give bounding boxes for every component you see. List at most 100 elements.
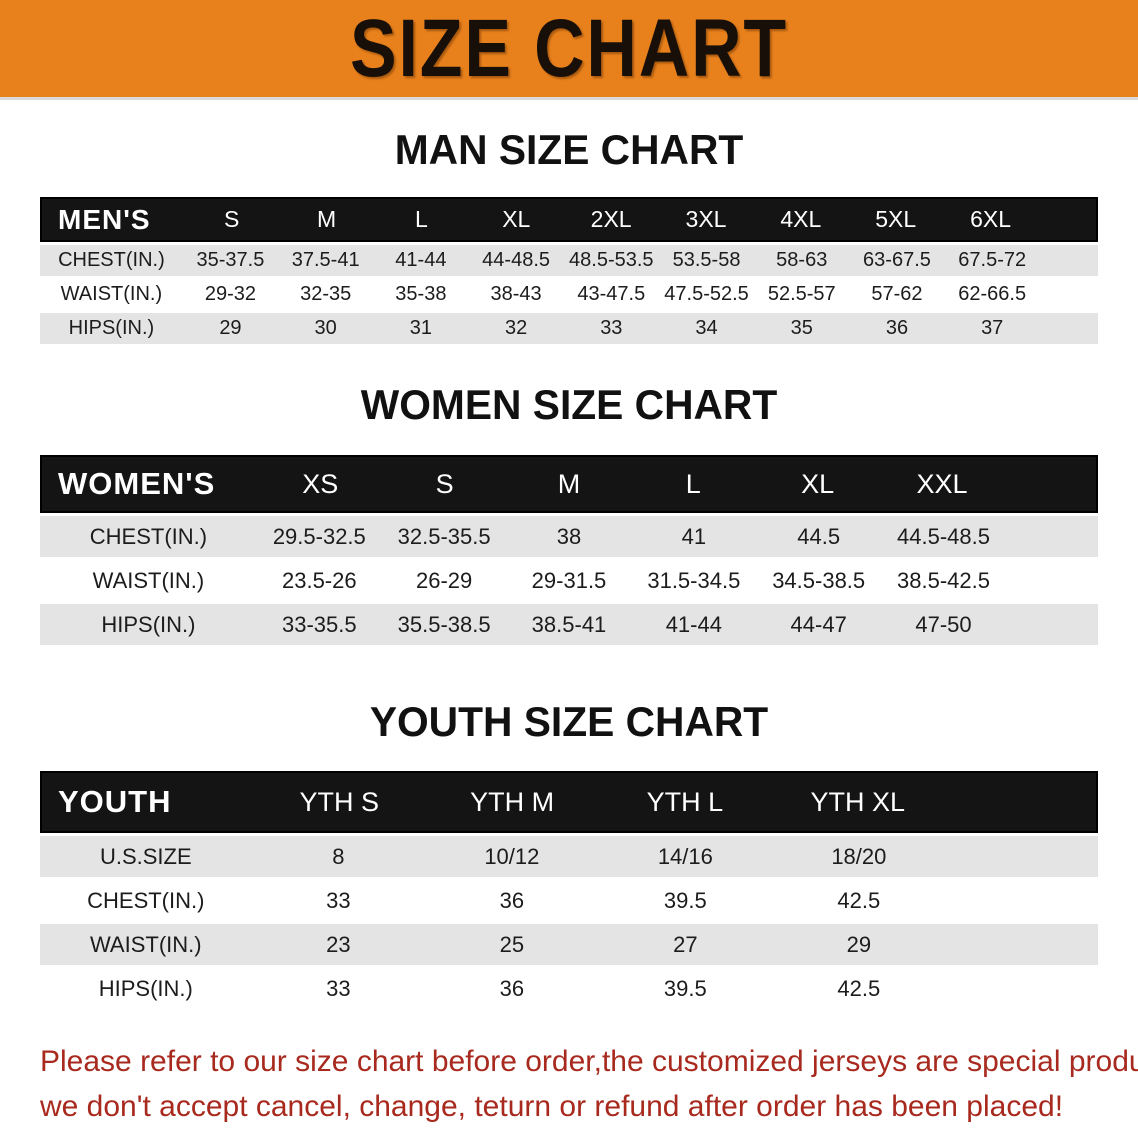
table-cell: 57-62	[871, 283, 923, 305]
table-cell: 33	[326, 975, 351, 1001]
row-label: U.S.SIZE	[99, 843, 192, 869]
table-cell: 37.5-41	[291, 249, 360, 271]
men-size-col-header: XL	[502, 206, 531, 232]
youth-size-col-header: YTH XL	[810, 786, 906, 817]
table-cell: 31.5-34.5	[647, 567, 741, 593]
men-size-col-header: 2XL	[590, 206, 632, 232]
women-size-col-header: XXL	[916, 468, 968, 499]
table-cell: 33	[600, 317, 623, 339]
table-cell: 63-67.5	[863, 249, 931, 271]
table-cell: 37	[981, 317, 1004, 339]
table-cell: 29-32	[204, 283, 257, 305]
men-size-col-header: 3XL	[685, 206, 727, 232]
row-label: CHEST(IN.)	[89, 523, 208, 549]
table-cell: 26-29	[416, 567, 473, 593]
table-cell: 35.5-38.5	[397, 611, 491, 637]
women-hips-row: HIPS(IN.) 33-35.5 35.5-38.5 38.5-41 41-4…	[40, 604, 1098, 645]
table-cell: 39.5	[663, 887, 707, 913]
table-cell: 42.5	[837, 887, 881, 913]
row-label: HIPS(IN.)	[98, 975, 193, 1001]
women-size-col-header: L	[685, 468, 701, 499]
table-cell: 36	[499, 975, 525, 1001]
table-cell: 30	[314, 317, 337, 339]
table-cell: 38	[556, 523, 582, 549]
table-cell: 44.5	[797, 523, 841, 549]
table-cell: 48.5-53.5	[569, 249, 654, 271]
table-cell: 29.5-32.5	[272, 523, 366, 549]
men-hips-row: HIPS(IN.) 29 30 31 32 33 34 35 36 37	[40, 313, 1098, 344]
table-cell: 41-44	[665, 611, 722, 637]
table-cell: 42.5	[837, 975, 881, 1001]
table-cell: 33	[326, 887, 351, 913]
table-cell: 35-37.5	[196, 249, 265, 271]
table-cell: 58-63	[776, 249, 828, 271]
table-cell: 36	[499, 887, 525, 913]
table-cell: 31	[409, 317, 432, 339]
table-cell: 47-50	[915, 611, 972, 637]
table-cell: 41	[681, 523, 707, 549]
table-cell: 27	[673, 931, 698, 957]
table-cell: 44-48.5	[482, 249, 551, 271]
women-size-table: WOMEN'S XS S M L XL XXL CHEST(IN.) 29.5-…	[40, 455, 1098, 645]
table-cell: 53.5-58	[672, 249, 741, 271]
youth-section-heading: YOUTH SIZE CHART	[369, 698, 769, 745]
women-size-col-header: XL	[801, 468, 835, 499]
table-cell: 32	[504, 317, 528, 339]
table-cell: 38.5-41	[531, 611, 607, 637]
table-cell: 33-35.5	[281, 611, 357, 637]
table-cell: 52.5-57	[767, 283, 836, 305]
table-cell: 44.5-48.5	[897, 523, 990, 549]
women-section-heading: WOMEN SIZE CHART	[360, 381, 778, 428]
row-label: HIPS(IN.)	[101, 611, 196, 637]
youth-waist-row: WAIST(IN.) 23 25 27 29	[40, 924, 1098, 965]
men-size-col-header: 4XL	[780, 206, 822, 232]
table-cell: 62-66.5	[958, 283, 1027, 305]
men-waist-row: WAIST(IN.) 29-32 32-35 35-38 38-43 43-47…	[40, 279, 1098, 310]
table-cell: 67.5-72	[958, 249, 1027, 271]
men-section-heading: MAN SIZE CHART	[394, 126, 744, 173]
men-size-col-header: 5XL	[875, 206, 917, 232]
women-size-col-header: S	[435, 468, 454, 499]
table-cell: 39.5	[663, 975, 707, 1001]
youth-table-label: YOUTH	[58, 784, 172, 819]
men-table-label: MEN'S	[58, 203, 151, 235]
women-table-header-row: WOMEN'S XS S M L XL XXL	[40, 455, 1098, 513]
row-label: WAIST(IN.)	[60, 283, 163, 305]
table-cell: 43-47.5	[577, 283, 646, 305]
men-size-col-header: L	[415, 206, 428, 232]
table-cell: 8	[332, 843, 345, 869]
table-cell: 35	[790, 317, 813, 339]
men-size-col-header: 6XL	[970, 206, 1012, 232]
men-size-col-header: S	[224, 206, 240, 232]
row-label: CHEST(IN.)	[87, 887, 205, 913]
youth-ussize-row: U.S.SIZE 8 10/12 14/16 18/20	[40, 836, 1098, 877]
men-chest-row: CHEST(IN.) 35-37.5 37.5-41 41-44 44-48.5…	[40, 245, 1098, 276]
youth-table-header-row: YOUTH YTH S YTH M YTH L YTH XL	[40, 771, 1098, 833]
women-size-col-header: M	[557, 468, 581, 499]
youth-hips-row: HIPS(IN.) 33 36 39.5 42.5	[40, 968, 1098, 1009]
row-label: WAIST(IN.)	[92, 567, 205, 593]
table-cell: 36	[885, 317, 909, 339]
men-table-header-row: MEN'S S M L XL 2XL 3XL 4XL 5XL 6XL	[40, 197, 1098, 242]
women-size-col-header: XS	[302, 468, 339, 499]
disclaimer-line-1: Please refer to our size chart before or…	[40, 1045, 1138, 1078]
table-cell: 29	[846, 931, 872, 957]
youth-size-table: YOUTH YTH S YTH M YTH L YTH XL U.S.SIZE …	[40, 771, 1098, 1009]
row-label: WAIST(IN.)	[89, 931, 202, 957]
banner-title: SIZE CHART	[350, 2, 788, 94]
table-cell: 29	[219, 317, 242, 339]
youth-size-col-header: YTH S	[299, 786, 379, 817]
men-size-col-header: M	[316, 206, 337, 232]
table-cell: 35-38	[395, 283, 447, 305]
table-cell: 23	[326, 931, 351, 957]
youth-size-col-header: YTH L	[646, 786, 724, 817]
table-cell: 14/16	[657, 843, 713, 869]
table-cell: 25	[499, 931, 525, 957]
table-cell: 23.5-26	[281, 567, 357, 593]
women-table-label: WOMEN'S	[58, 466, 216, 501]
table-cell: 34	[695, 317, 718, 339]
row-label: HIPS(IN.)	[68, 317, 155, 339]
men-size-table: MEN'S S M L XL 2XL 3XL 4XL 5XL 6XL CHEST…	[40, 197, 1098, 344]
table-cell: 47.5-52.5	[664, 283, 749, 305]
table-cell: 38.5-42.5	[897, 567, 990, 593]
